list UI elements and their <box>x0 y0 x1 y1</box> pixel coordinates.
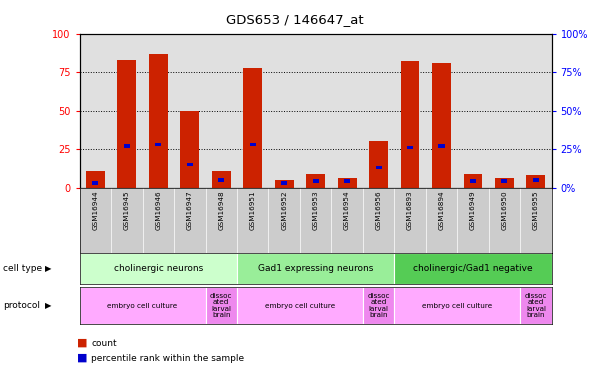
Bar <box>470 179 476 183</box>
Text: count: count <box>91 339 117 348</box>
Bar <box>394 287 520 324</box>
Bar <box>218 178 224 182</box>
Bar <box>432 63 451 188</box>
Bar <box>93 181 99 185</box>
Text: GSM16956: GSM16956 <box>376 191 382 230</box>
Bar <box>306 174 325 188</box>
Bar <box>86 171 105 188</box>
Bar <box>181 111 199 188</box>
Bar <box>243 68 262 188</box>
Text: dissoc
ated
larval
brain: dissoc ated larval brain <box>210 293 232 318</box>
Text: Gad1 expressing neurons: Gad1 expressing neurons <box>258 264 373 273</box>
Bar <box>281 181 287 185</box>
Bar <box>394 253 552 284</box>
Bar <box>80 287 205 324</box>
Bar <box>495 178 514 188</box>
Text: GSM16894: GSM16894 <box>438 191 444 230</box>
Text: GSM16954: GSM16954 <box>344 191 350 230</box>
Bar <box>376 166 382 170</box>
Text: ■: ■ <box>77 338 87 348</box>
Text: GSM16945: GSM16945 <box>124 191 130 230</box>
Text: GSM16893: GSM16893 <box>407 191 413 230</box>
Bar <box>155 142 161 146</box>
Bar <box>212 171 231 188</box>
Text: GSM16950: GSM16950 <box>502 191 507 230</box>
Text: GSM16948: GSM16948 <box>218 191 224 230</box>
Bar <box>407 146 413 150</box>
Text: ▶: ▶ <box>45 264 52 273</box>
Bar <box>526 175 545 188</box>
Bar <box>250 142 255 146</box>
Text: embryo cell culture: embryo cell culture <box>107 303 178 309</box>
Text: GSM16955: GSM16955 <box>533 191 539 230</box>
Bar <box>464 174 483 188</box>
Bar <box>237 287 363 324</box>
Bar <box>187 162 193 166</box>
Text: dissoc
ated
larval
brain: dissoc ated larval brain <box>368 293 390 318</box>
Text: GSM16952: GSM16952 <box>281 191 287 230</box>
Bar <box>438 144 444 148</box>
Bar <box>363 287 394 324</box>
Bar <box>502 179 507 183</box>
Text: cholinergic neurons: cholinergic neurons <box>114 264 203 273</box>
Text: GSM16947: GSM16947 <box>187 191 193 230</box>
Bar <box>124 144 130 148</box>
Text: GSM16946: GSM16946 <box>155 191 161 230</box>
Bar <box>313 179 319 183</box>
Text: ■: ■ <box>77 353 87 363</box>
Text: cholinergic/Gad1 negative: cholinergic/Gad1 negative <box>413 264 533 273</box>
Bar <box>401 62 419 188</box>
Bar <box>369 141 388 188</box>
Text: GSM16951: GSM16951 <box>250 191 255 230</box>
Bar <box>117 60 136 188</box>
Bar <box>533 178 539 182</box>
Text: protocol: protocol <box>3 301 40 310</box>
Text: percentile rank within the sample: percentile rank within the sample <box>91 354 245 363</box>
Bar <box>337 178 356 188</box>
Bar <box>520 287 552 324</box>
Text: GSM16944: GSM16944 <box>93 191 99 230</box>
Text: cell type: cell type <box>3 264 42 273</box>
Text: dissoc
ated
larval
brain: dissoc ated larval brain <box>525 293 547 318</box>
Bar <box>275 180 294 188</box>
Text: ▶: ▶ <box>45 301 52 310</box>
Bar <box>149 54 168 188</box>
Bar <box>344 179 350 183</box>
Bar <box>237 253 394 284</box>
Bar <box>205 287 237 324</box>
Text: GSM16953: GSM16953 <box>313 191 319 230</box>
Text: GSM16949: GSM16949 <box>470 191 476 230</box>
Text: embryo cell culture: embryo cell culture <box>422 303 493 309</box>
Bar <box>80 253 237 284</box>
Text: GDS653 / 146647_at: GDS653 / 146647_at <box>226 13 364 26</box>
Text: embryo cell culture: embryo cell culture <box>265 303 335 309</box>
